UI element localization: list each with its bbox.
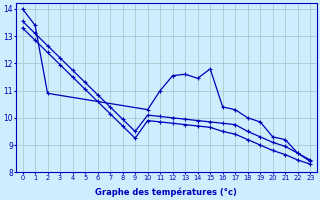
X-axis label: Graphe des températures (°c): Graphe des températures (°c) (95, 187, 237, 197)
